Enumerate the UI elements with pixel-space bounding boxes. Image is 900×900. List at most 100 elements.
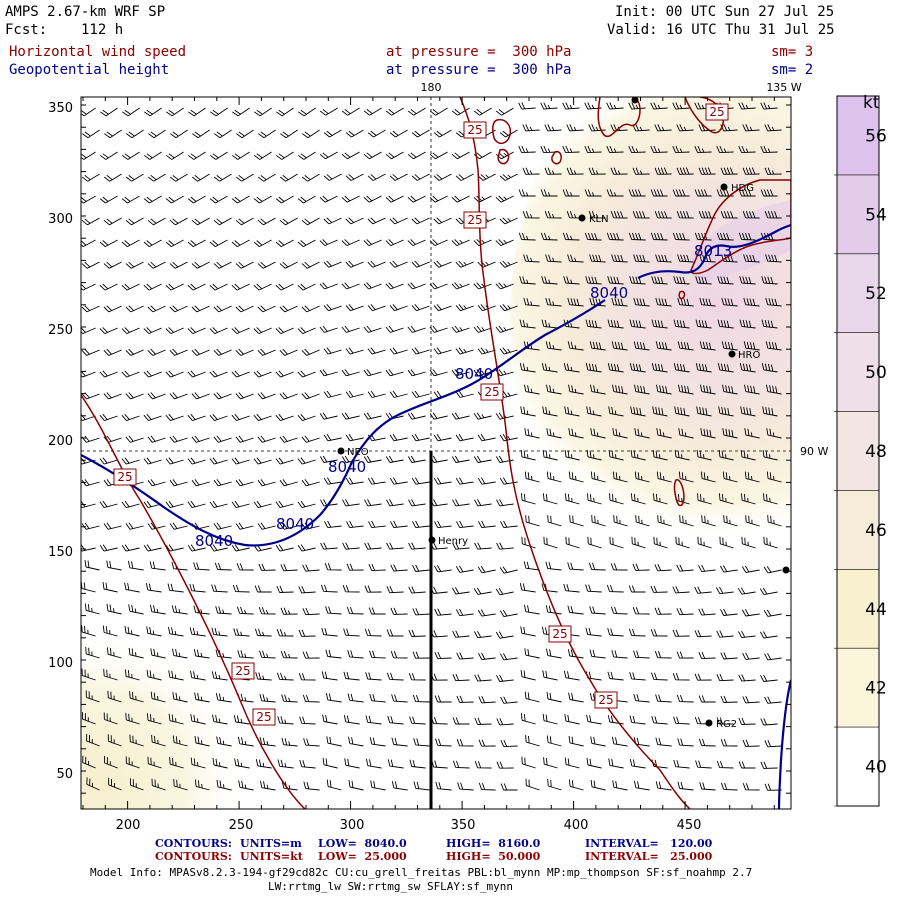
speed-label: 25	[552, 627, 567, 641]
y-tick-label: 250	[48, 323, 73, 338]
height-label: 8040	[276, 515, 314, 533]
contour1-high: HIGH= 8160.0	[446, 837, 541, 850]
colorbar-label: 54	[865, 205, 887, 225]
lon-label-90w: 90 W	[800, 445, 828, 458]
station-hro: HRO	[728, 350, 760, 361]
pressure-level-1: at pressure = 300 hPa	[386, 44, 572, 60]
valid-time: Valid: 16 UTC Thu 31 Jul 25	[607, 22, 835, 38]
colorbar-label: 40	[865, 758, 887, 778]
speed-contour-north-4	[551, 150, 562, 165]
smoothing-1: sm= 3	[771, 44, 814, 60]
height-label: 8040	[455, 365, 493, 383]
graticule	[81, 97, 791, 809]
x-axis: 200 250 300 350 400 450	[116, 818, 702, 833]
contour2-label: CONTOURS:	[155, 850, 232, 863]
contour1-interval: INTERVAL= 120.00	[585, 837, 713, 850]
station-kln: KLN	[578, 214, 609, 225]
svg-text:NEO: NEO	[347, 447, 369, 458]
colorbar-swatch	[837, 727, 879, 807]
speed-contour-north-1	[597, 97, 641, 138]
station-rg2: RG2	[705, 719, 737, 730]
x-tick-label: 400	[564, 818, 589, 833]
colorbar-label: 48	[865, 442, 887, 462]
y-tick-label: 300	[48, 212, 73, 227]
svg-text:HRO: HRO	[738, 350, 760, 361]
speed-contour-east-dot	[678, 290, 686, 300]
model-info-physics: LW:rrtmg_lw SW:rrtmg_sw SFLAY:sf_mynn	[268, 880, 514, 893]
speed-contour-west	[81, 394, 306, 809]
colorbar-label: 52	[865, 284, 887, 304]
speed-label: 25	[484, 385, 499, 399]
y-tick-label: 350	[48, 101, 73, 116]
contour2-interval: INTERVAL= 25.000	[585, 850, 713, 863]
height-label-partial: 8013	[694, 242, 732, 260]
init-time: Init: 00 UTC Sun 27 Jul 25	[615, 4, 835, 20]
model-info: Model Info: MPASv8.2.3-194-gf29cd82c CU:…	[90, 866, 753, 879]
height-contour-east	[637, 223, 791, 279]
station-unlabeled-east	[782, 566, 790, 574]
station-neo: NEO	[337, 447, 369, 458]
speed-contour-northeast	[684, 97, 724, 134]
model-title: AMPS 2.67-km WRF SP	[5, 4, 166, 20]
y-tick-label: 200	[48, 434, 73, 449]
height-labels: 8040 8040 8040 8040 8040 8013	[195, 242, 732, 550]
svg-text:KLN: KLN	[589, 214, 609, 225]
lon-label-135w: 135 W	[766, 81, 801, 94]
forecast-label: Fcst:	[5, 22, 48, 38]
wind-barbs	[81, 102, 782, 791]
contour2-low: LOW= 25.000	[318, 850, 407, 863]
contour2-high: HIGH= 50.000	[446, 850, 541, 863]
speed-label: 25	[467, 213, 482, 227]
colorbar-label: 50	[865, 363, 887, 383]
colorbar-swatch	[837, 253, 879, 334]
contour1-low: LOW= 8040.0	[318, 837, 407, 850]
forecast-hour: 112 h	[81, 22, 124, 38]
height-label: 8040	[195, 532, 233, 550]
colorbar: 56 54 52 50 48 46 44 42 40	[834, 95, 887, 807]
speed-contour-east-max	[690, 179, 791, 275]
height-contours	[81, 223, 791, 809]
contour2-units: UNITS=kt	[240, 850, 303, 863]
wind-speed-shading	[81, 97, 791, 809]
speed-label: 25	[256, 710, 271, 724]
speed-label: 25	[467, 123, 482, 137]
y-tick-label: 100	[48, 656, 73, 671]
speed-label: 25	[117, 470, 132, 484]
colorbar-unit: kt	[863, 93, 880, 113]
field-wind-speed: Horizontal wind speed	[9, 44, 187, 60]
colorbar-label: 42	[865, 679, 887, 699]
colorbar-swatch	[837, 569, 879, 649]
colorbar-label: 56	[865, 126, 887, 146]
colorbar-swatch	[837, 490, 879, 570]
stations: HDG KLN HRO NEO Henry RG2	[337, 96, 790, 730]
y-tick-label: 50	[56, 767, 73, 782]
x-tick-label: 200	[116, 818, 141, 833]
x-tick-label: 350	[451, 818, 476, 833]
contour1-units: UNITS=m	[240, 837, 302, 850]
station-henry: Henry	[428, 536, 468, 547]
station-hdg: HDG	[720, 183, 754, 194]
plot-frame	[80, 96, 792, 810]
colorbar-swatch	[837, 96, 879, 176]
speed-contour-east-small	[673, 479, 685, 507]
y-axis: 50 100 150 200 250 300 350	[48, 101, 73, 782]
lon-label-180: 180	[421, 81, 442, 94]
x-tick-label: 250	[229, 818, 254, 833]
station-unlabeled-north	[631, 96, 639, 104]
colorbar-swatch	[837, 648, 879, 728]
speed-contour-north-2	[492, 118, 512, 144]
speed-labels: 25 25 25 25 25 25 25 25 25	[113, 103, 729, 726]
axis-ticks	[81, 97, 791, 809]
height-contour-southeast	[777, 679, 791, 809]
x-tick-label: 450	[677, 818, 702, 833]
colorbar-swatch	[837, 332, 879, 413]
pressure-level-2: at pressure = 300 hPa	[386, 62, 572, 78]
colorbar-label: 46	[865, 521, 887, 541]
contour1-label: CONTOURS:	[155, 837, 232, 850]
graticule-labels: 180 135 W 90 W	[421, 81, 829, 458]
height-label: 8040	[328, 458, 366, 476]
wind-speed-contours	[81, 97, 791, 809]
smoothing-2: sm= 2	[771, 62, 814, 78]
svg-text:RG2: RG2	[716, 719, 737, 730]
speed-label: 25	[598, 693, 613, 707]
